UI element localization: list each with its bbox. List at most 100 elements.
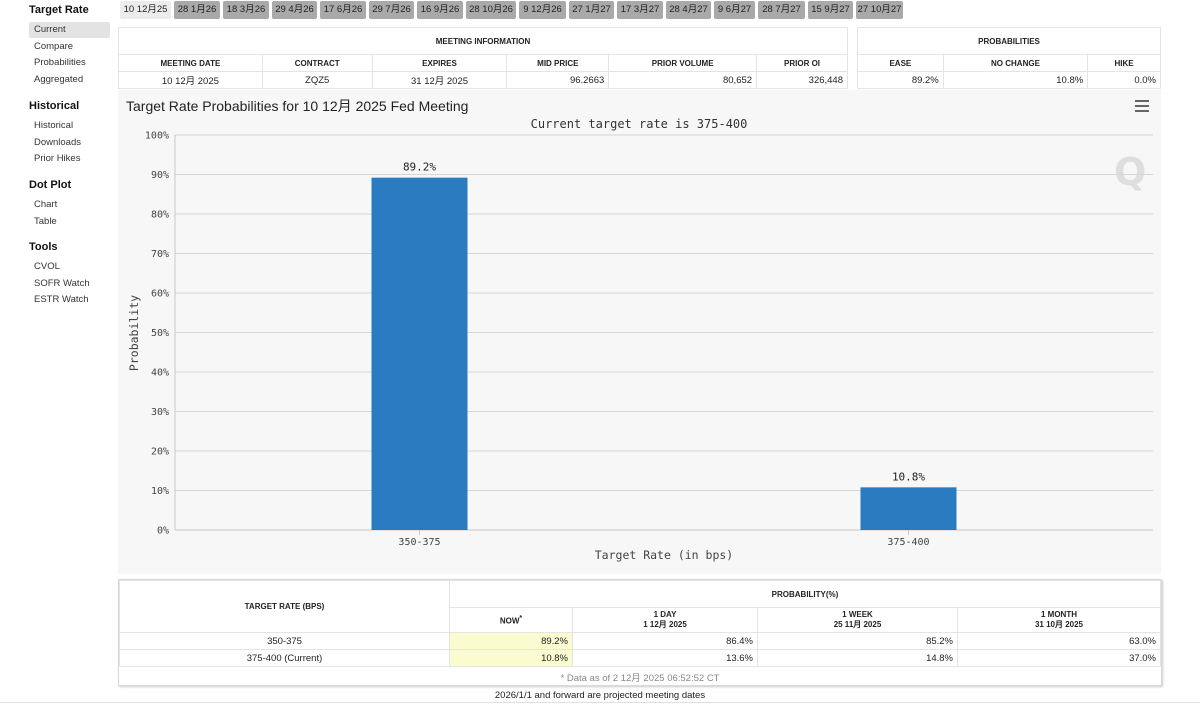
y-tick-label: 70% (151, 249, 169, 260)
bar-375-400 (860, 487, 957, 530)
expires-value: 31 12月 2025 (371, 71, 508, 89)
table-row: 350-375 89.2% 86.4% 85.2% 63.0% (119, 632, 1161, 650)
meeting-tab-0[interactable]: 10 12月25 (120, 1, 171, 19)
prior-oi-value: 326,448 (756, 71, 848, 89)
sidebar-item-aggregated[interactable]: Aggregated (34, 74, 84, 86)
col-header-line1: 1 MONTH (1041, 610, 1077, 619)
prior-volume-value: 80,652 (608, 71, 758, 89)
row-probability-value: 89.2% (449, 632, 573, 650)
header-ease: EASE (857, 54, 944, 72)
y-tick-label: 40% (151, 368, 169, 379)
probability-col-header-0: NOW* (449, 607, 573, 633)
header-contract: CONTRACT (261, 54, 373, 72)
col-header-line1: NOW (499, 616, 520, 626)
sidebar-item-compare[interactable]: Compare (34, 40, 74, 52)
bar-value-label: 89.2% (403, 161, 436, 174)
row-probability-value: 10.8% (449, 649, 573, 667)
mid-price-value: 96.2663 (506, 71, 610, 89)
sidebar-item-probabilities[interactable]: Probabilities (34, 57, 86, 69)
row-target-rate: 350-375 (119, 632, 450, 650)
row-target-rate: 375-400 (Current) (119, 649, 450, 667)
header-prior-oi: PRIOR OI (756, 54, 848, 72)
meeting-tab-5[interactable]: 29 7月26 (369, 1, 414, 19)
meeting-tab-1[interactable]: 28 1月26 (174, 1, 220, 19)
probability-col-header-3: 1 MONTH 31 10月 2025 (957, 607, 1161, 633)
meeting-tab-13[interactable]: 28 7月27 (758, 1, 805, 19)
meeting-information-title: MEETING INFORMATION (118, 27, 848, 55)
meeting-tab-15[interactable]: 27 10月27 (856, 1, 903, 19)
sidebar-item-historical[interactable]: Historical (34, 120, 74, 131)
meeting-tab-9[interactable]: 27 1月27 (569, 1, 614, 19)
col-header-line2: 1 12月 2025 (643, 620, 687, 629)
watermark-logo: Q (1114, 150, 1147, 194)
header-no-change: NO CHANGE (942, 54, 1089, 72)
sidebar-item-sofr-watch[interactable]: SOFR Watch (34, 277, 90, 289)
bar-350-375 (371, 177, 468, 530)
header-hike: HIKE (1087, 54, 1161, 72)
meeting-tab-6[interactable]: 16 9月26 (417, 1, 463, 19)
table-row: 375-400 (Current) 10.8% 13.6% 14.8% 37.0% (119, 649, 1161, 667)
y-tick-label: 90% (151, 170, 169, 181)
col-header-line1: 1 WEEK (842, 610, 873, 619)
y-tick-label: 0% (157, 526, 169, 537)
probabilities-summary-table: PROBABILITIES EASE NO CHANGE HIKE 89.2% … (857, 27, 1161, 89)
header-target-rate: TARGET RATE (BPS) (119, 580, 450, 633)
sidebar: Target Rate Current Compare Probabilities Ag… (0, 0, 118, 711)
sidebar-item-prior-hikes[interactable]: Prior Hikes (34, 153, 81, 165)
sidebar-item-current[interactable]: Current (29, 22, 110, 38)
ease-value: 89.2% (857, 71, 944, 89)
sidebar-item-table[interactable]: Table (34, 215, 57, 227)
col-header-footnote-mark: * (519, 614, 523, 622)
meeting-tab-8[interactable]: 9 12月26 (519, 1, 566, 19)
row-probability-value: 13.6% (572, 649, 758, 667)
sidebar-item-estr-watch[interactable]: ESTR Watch (34, 294, 89, 306)
row-probability-value: 85.2% (757, 632, 958, 650)
y-tick-label: 100% (145, 131, 169, 142)
x-tick-label: 375-400 (887, 537, 929, 548)
bar-value-label: 10.8% (892, 470, 925, 483)
sidebar-item-downloads[interactable]: Downloads (34, 136, 81, 148)
chart-title: Target Rate Probabilities for 10 12月 202… (126, 98, 469, 114)
probability-column-headers: NOW* 1 DAY 1 12月 2025 1 WEEK 25 11月 2025 1 MO… (120, 607, 1161, 633)
x-axis-label: Target Rate (in bps) (595, 548, 733, 562)
meeting-tab-4[interactable]: 17 6月26 (320, 1, 366, 19)
chart-subtitle: Current target rate is 375-400 (531, 117, 748, 131)
sidebar-section-tools: Tools (29, 241, 58, 253)
projected-dates-note: 2026/1/1 and forward are projected meeti… (494, 690, 706, 701)
row-probability-value: 14.8% (757, 649, 958, 667)
hamburger-menu-icon[interactable] (1135, 100, 1149, 112)
probability-col-header-1: 1 DAY 1 12月 2025 (572, 607, 758, 633)
probability-bar-chart: 0% 10% 20% 30% 40% 50% 60% 70% 80% 90% 100% 89.2% 35… (127, 117, 1153, 562)
y-tick-label: 50% (151, 328, 169, 339)
meeting-tab-14[interactable]: 15 9月27 (808, 1, 853, 19)
col-header-line1: 1 DAY (653, 610, 677, 619)
header-expires: EXPIRES (371, 54, 508, 72)
y-axis-label: Probability (127, 295, 141, 371)
meeting-tab-7[interactable]: 28 10月26 (466, 1, 516, 19)
y-tick-label: 30% (151, 407, 169, 418)
sidebar-item-chart[interactable]: Chart (34, 199, 58, 210)
header-mid-price: MID PRICE (506, 54, 610, 72)
probabilities-title: PROBABILITIES (857, 27, 1161, 55)
meeting-tab-2[interactable]: 18 3月26 (223, 1, 269, 19)
probability-rows: 350-375 89.2% 86.4% 85.2% 63.0% 375-400 (Curr… (119, 632, 1161, 667)
probability-col-header-2: 1 WEEK 25 11月 2025 (757, 607, 958, 633)
meeting-tab-11[interactable]: 28 4月27 (666, 1, 711, 19)
hike-value: 0.0% (1087, 71, 1161, 89)
y-tick-label: 60% (151, 289, 169, 300)
sidebar-section-historical: Historical (29, 100, 80, 112)
data-timestamp-note: * Data as of 2 12月 2025 06:52:52 CT (560, 673, 720, 684)
probability-table-panel: TARGET RATE (BPS) PROBABILITY(%) NOW* 1 D… (118, 579, 1162, 686)
meeting-tab-3[interactable]: 29 4月26 (272, 1, 317, 19)
y-tick-label: 80% (151, 210, 169, 221)
sidebar-item-cvol[interactable]: CVOL (34, 261, 60, 272)
row-probability-value: 63.0% (957, 632, 1161, 650)
footer-divider (0, 702, 1200, 703)
probability-table: TARGET RATE (BPS) PROBABILITY(%) NOW* 1 D… (119, 580, 1161, 667)
header-probability: PROBABILITY(%) (449, 580, 1161, 608)
meeting-tab-10[interactable]: 17 3月27 (617, 1, 663, 19)
meeting-tab-12[interactable]: 9 6月27 (714, 1, 755, 19)
x-tick-label: 350-375 (398, 537, 440, 548)
col-header-line2: 31 10月 2025 (1034, 620, 1084, 629)
row-probability-value: 86.4% (572, 632, 758, 650)
